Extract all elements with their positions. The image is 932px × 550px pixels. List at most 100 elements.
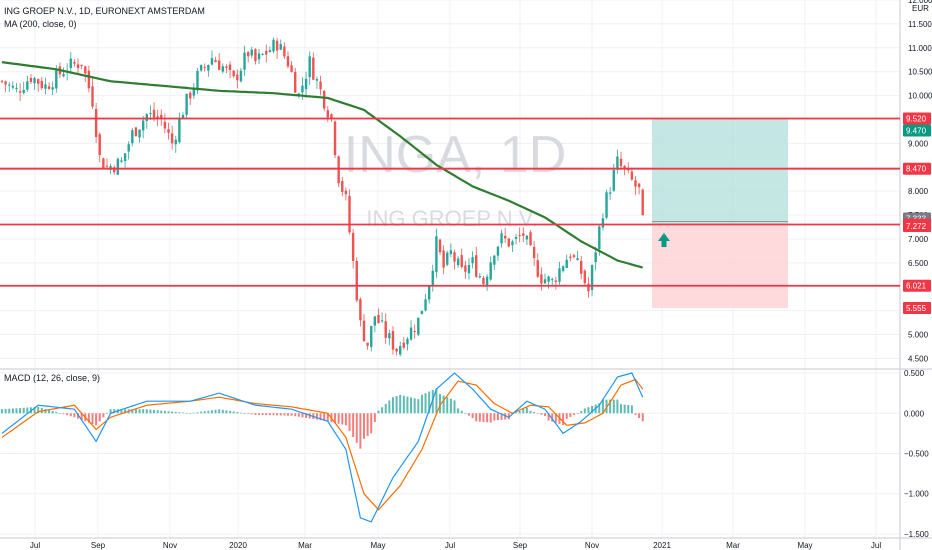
- candle-body: [456, 258, 460, 266]
- time-tick-label: 2021: [653, 541, 671, 550]
- candle-body: [51, 87, 54, 90]
- candle-body: [395, 348, 398, 352]
- candle-body: [333, 121, 337, 156]
- candle-body: [279, 44, 282, 50]
- candle-body: [431, 270, 434, 286]
- candle-body: [391, 331, 395, 350]
- candle-body: [239, 70, 243, 82]
- candle-body: [123, 153, 127, 162]
- histogram-bar: [478, 413, 481, 422]
- candle-body: [572, 255, 576, 258]
- candle-body: [561, 266, 565, 272]
- watermark-name: ING GROEP N.V.: [366, 206, 537, 231]
- macd-pane: [1, 372, 644, 523]
- price-tag-bg: [903, 124, 931, 137]
- histogram-bar: [504, 413, 507, 420]
- profit-zone: [652, 118, 788, 225]
- candle-body: [478, 276, 482, 278]
- candle-body: [304, 78, 308, 90]
- macd-tick-label: 0.000: [904, 409, 925, 418]
- price-tick-label: 8.000: [908, 187, 929, 196]
- candle-body: [601, 218, 605, 228]
- candle-body: [127, 144, 130, 152]
- candle-body: [275, 40, 279, 51]
- price-tag: 6.021: [903, 279, 931, 292]
- candle-body: [203, 66, 206, 68]
- histogram-bar: [55, 412, 58, 414]
- price-tag-bg: [903, 279, 931, 292]
- candle-body: [221, 66, 225, 72]
- candle-body: [37, 79, 40, 84]
- candle-body: [590, 265, 594, 290]
- candle-body: [210, 58, 214, 65]
- histogram-bar: [247, 413, 250, 414]
- candles: [0, 37, 644, 357]
- candle-body: [15, 87, 18, 89]
- symbol-title: ING GROEP N.V., 1D, EURONEXT AMSTERDAM: [4, 6, 205, 16]
- histogram-bar: [551, 413, 554, 422]
- candle-body: [587, 283, 590, 292]
- candle-body: [207, 64, 210, 71]
- time-tick-label: Jul: [445, 541, 455, 550]
- histogram-bar: [413, 398, 416, 414]
- currency-label: EUR: [912, 4, 929, 13]
- candle-body: [26, 81, 29, 90]
- candle-body: [138, 129, 141, 138]
- loss-zone: [652, 224, 788, 309]
- candle-body: [156, 116, 159, 119]
- histogram-bar: [471, 413, 474, 419]
- histogram-bar: [449, 398, 452, 414]
- candle-body: [493, 255, 496, 265]
- histogram-bar: [95, 413, 98, 426]
- macd-tick-label: −1.000: [904, 490, 929, 499]
- histogram-bar: [598, 403, 601, 414]
- histogram-bar: [196, 412, 199, 414]
- histogram-bar: [464, 413, 467, 414]
- histogram-bar: [200, 411, 203, 414]
- histogram-bar: [4, 408, 7, 414]
- histogram-bar: [496, 413, 499, 421]
- candle-body: [500, 233, 503, 244]
- candle-body: [417, 317, 420, 335]
- candle-body: [449, 250, 453, 255]
- histogram-bar: [583, 408, 586, 414]
- histogram-bar: [315, 413, 318, 420]
- time-tick-label: Sep: [91, 541, 106, 550]
- price-tag-label: 9.470: [906, 127, 927, 136]
- price-tick-label: 11.500: [908, 20, 932, 29]
- histogram-bar: [352, 413, 355, 438]
- candle-body: [507, 238, 510, 247]
- histogram-bar: [265, 413, 268, 416]
- histogram-bar: [587, 407, 590, 414]
- histogram-bar: [399, 394, 402, 414]
- candle-body: [475, 255, 478, 277]
- candle-body: [225, 66, 228, 68]
- candle-body: [312, 57, 315, 80]
- candle-body: [134, 127, 138, 137]
- histogram-bar: [290, 413, 293, 416]
- histogram-bar: [283, 413, 286, 416]
- histogram-bar: [124, 409, 127, 414]
- histogram-bar: [569, 413, 572, 417]
- histogram-bar: [344, 413, 347, 426]
- time-tick-label: Jul: [30, 541, 40, 550]
- histogram-bar: [475, 413, 478, 422]
- histogram-bar: [370, 413, 373, 434]
- candle-body: [84, 66, 87, 74]
- histogram-bar: [229, 410, 232, 414]
- candle-body: [435, 236, 438, 273]
- histogram-bar: [134, 409, 137, 414]
- time-tick-label: Mar: [298, 541, 312, 550]
- histogram-bar: [580, 411, 583, 414]
- histogram-bar: [355, 413, 358, 443]
- price-tag: 8.470: [903, 162, 931, 175]
- candle-body: [402, 342, 406, 348]
- histogram-bar: [406, 396, 409, 414]
- candle-body: [120, 160, 123, 162]
- histogram-bar: [428, 391, 431, 414]
- candle-body: [616, 156, 619, 170]
- macd-tick-label: 0.500: [904, 369, 925, 378]
- histogram-bar: [182, 412, 184, 414]
- price-tick-label: 9.000: [908, 139, 929, 148]
